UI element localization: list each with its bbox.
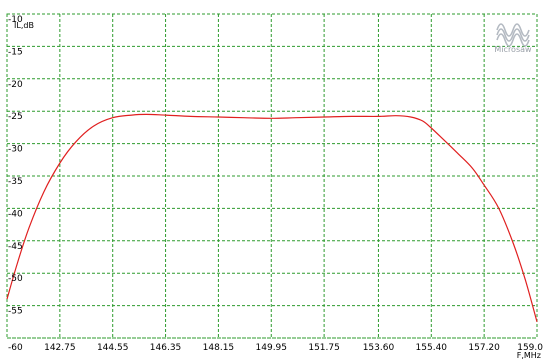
- microsaw-logo: Microsaw: [494, 23, 532, 54]
- y-tick-label: -20: [8, 80, 23, 90]
- x-tick-label: 155.40: [416, 343, 448, 353]
- y-tick-label: -35: [8, 177, 23, 187]
- y-tick-label: -25: [8, 112, 23, 122]
- x-tick-label: 146.35: [150, 343, 182, 353]
- logo-text: Microsaw: [494, 45, 532, 54]
- y-tick-label: -15: [8, 47, 23, 57]
- grid: [6, 13, 538, 339]
- y-tick-label: -30: [8, 145, 23, 155]
- x-tick-label: 144.55: [97, 343, 129, 353]
- series-line: [6, 113, 538, 322]
- plot-frame: [6, 13, 538, 339]
- x-tick-label: -60: [8, 343, 23, 353]
- y-tick-labels: -10 -15 -20 -25 -30 -35 -40 -45 -50 -55: [8, 15, 23, 317]
- y-tick-label: -40: [8, 209, 23, 219]
- y-tick-label: -55: [8, 307, 23, 317]
- y-tick-label: -50: [8, 274, 23, 284]
- x-tick-label: 157.20: [468, 343, 500, 353]
- x-tick-label: 159.0: [517, 343, 543, 353]
- x-axis-label: F,MHz: [517, 351, 541, 360]
- x-tick-label: 142.75: [44, 343, 76, 353]
- wave-icon: [496, 23, 530, 47]
- x-tick-label: 151.75: [308, 343, 340, 353]
- y-axis-label: IL,dB: [14, 21, 34, 30]
- y-tick-label: -45: [8, 242, 23, 252]
- series-group: [6, 113, 538, 322]
- y-tick-label: -10: [8, 15, 23, 25]
- plot-border: [6, 13, 538, 339]
- x-tick-label: 149.95: [256, 343, 288, 353]
- x-tick-label: 148.15: [203, 343, 235, 353]
- x-tick-label: 153.60: [363, 343, 395, 353]
- x-tick-labels: -60 142.75 144.55 146.35 148.15 149.95 151.75 1…: [8, 343, 543, 353]
